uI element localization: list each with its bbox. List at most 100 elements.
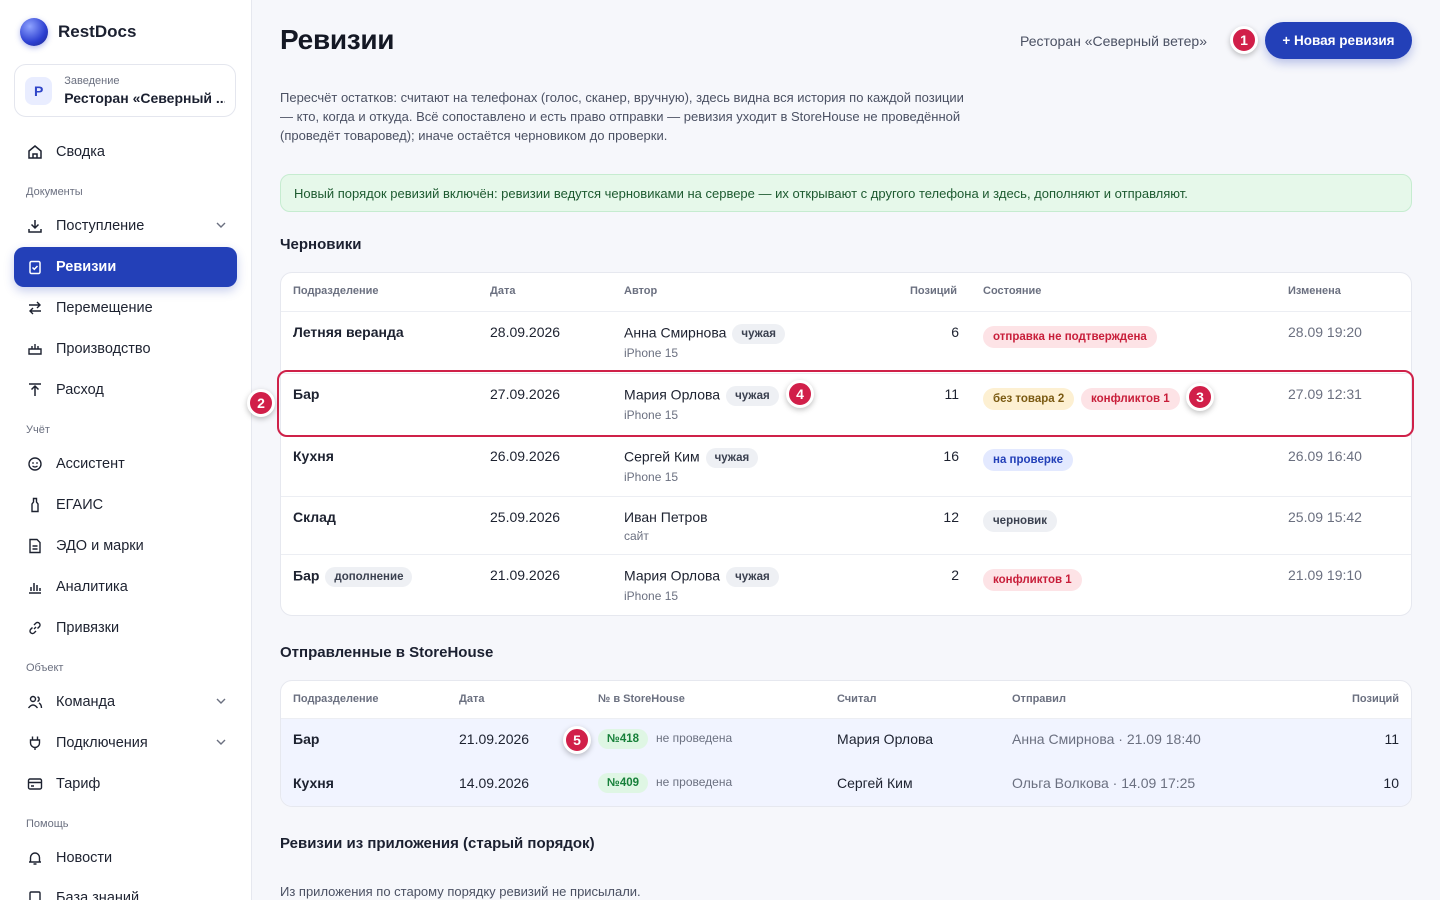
column-header: Позиций	[910, 285, 957, 297]
row-counter: Мария Орлова	[837, 731, 934, 747]
sidebar-item-egais[interactable]: ЕГАИС	[14, 485, 237, 525]
page-description: Пересчёт остатков: считают на телефонах …	[280, 90, 964, 143]
venue-avatar: Р	[25, 76, 53, 105]
row-date: 26.09.2026	[490, 448, 561, 464]
row-author: Сергей Ким	[624, 448, 700, 465]
sidebar-item-label: ЭДО и марки	[56, 538, 144, 554]
table-row[interactable]: Кухня 14.09.2026 №409 не проведена Сергей…	[281, 763, 1411, 806]
sidebar-item-receipts[interactable]: Поступление	[14, 206, 237, 246]
sidebar-item-production[interactable]: Производство	[14, 329, 237, 369]
status-badge: конфликтов 1	[1081, 388, 1180, 410]
sidebar-item-news[interactable]: Новости	[14, 838, 237, 878]
new-revision-button[interactable]: + Новая ревизия	[1265, 22, 1412, 59]
bar-chart-icon	[27, 579, 43, 595]
row-device: iPhone 15	[624, 589, 679, 603]
status-badge: без товара 2	[983, 388, 1075, 410]
row-date: 27.09.2026	[490, 386, 561, 402]
status-badge: конфликтов 1	[983, 569, 1082, 591]
chevron-down-icon	[215, 695, 227, 710]
bell-icon	[27, 850, 43, 866]
sidebar-item-label: Подключения	[56, 735, 148, 751]
row-sender: Ольга Волкова · 14.09 17:25	[1012, 775, 1196, 791]
row-dept: Кухня	[293, 448, 334, 464]
row-counter: Сергей Ким	[837, 775, 913, 791]
sidebar-item-summary[interactable]: Сводка	[14, 132, 237, 172]
sidebar-item-label: Ревизии	[56, 259, 117, 275]
row-count: 16	[943, 448, 959, 464]
row-count: 11	[944, 386, 959, 402]
info-banner: Новый порядок ревизий включён: ревизии в…	[280, 174, 1412, 212]
foreign-tag: чужая	[732, 324, 786, 344]
row-dept: Кухня	[293, 775, 334, 791]
upload-icon	[27, 382, 43, 398]
download-icon	[27, 218, 43, 234]
restaurant-name: Ресторан «Северный ветер»	[1020, 33, 1207, 49]
table-row[interactable]: Бар 21.09.2026 №418 не проведена Мария Ор…	[281, 718, 1411, 763]
foreign-tag: чужая	[705, 448, 759, 468]
sidebar-item-label: Команда	[56, 694, 116, 710]
column-header: Отправил	[1012, 693, 1066, 705]
venue-label: Заведение	[64, 75, 120, 87]
sent-table: Подразделение Дата № в StoreHouse Считал…	[280, 680, 1412, 807]
column-header: Дата	[459, 693, 485, 705]
row-author: Мария Орлова	[624, 567, 721, 584]
storehouse-number[interactable]: №409	[598, 773, 649, 793]
row-device: iPhone 15	[624, 346, 679, 360]
status-badge: на проверке	[983, 449, 1074, 471]
sidebar-item-expense[interactable]: Расход	[14, 370, 237, 410]
storehouse-state: не проведена	[656, 775, 733, 789]
column-header: Изменена	[1288, 285, 1341, 297]
sidebar-item-connections[interactable]: Подключения	[14, 723, 237, 763]
sidebar-item-edo[interactable]: ЭДО и марки	[14, 526, 237, 566]
table-row[interactable]: Бар дополнение 21.09.2026 Мария Орлова чуж…	[281, 554, 1411, 615]
addition-tag: дополнение	[325, 567, 413, 587]
row-changed: 26.09 16:40	[1288, 448, 1362, 464]
brand-logo	[20, 18, 48, 46]
sidebar-item-label: Сводка	[56, 144, 105, 160]
column-header: Дата	[490, 285, 516, 297]
table-row[interactable]: Летняя веранда 28.09.2026 Анна Смирнова ч…	[281, 311, 1411, 373]
table-row[interactable]: Бар 27.09.2026 Мария Орлова чужая iPhone …	[281, 373, 1411, 435]
cooking-pot-icon	[27, 341, 43, 357]
row-dept: Летняя веранда	[293, 324, 404, 340]
row-count: 10	[1383, 775, 1399, 791]
sidebar-item-assistant[interactable]: Ассистент	[14, 444, 237, 484]
book-icon	[27, 890, 43, 900]
column-header: Позиций	[1352, 693, 1399, 705]
sidebar-item-analytics[interactable]: Аналитика	[14, 567, 237, 607]
plug-icon	[27, 735, 43, 751]
smile-icon	[27, 456, 43, 472]
venue-selector[interactable]: Р Заведение Ресторан «Северный ...	[14, 64, 236, 117]
marker-5: 5	[563, 726, 591, 754]
storehouse-number[interactable]: №418	[598, 729, 649, 749]
home-icon	[27, 144, 43, 160]
row-author: Иван Петров	[624, 509, 708, 525]
brand-name: RestDocs	[58, 22, 137, 41]
main-content: Ревизии Ресторан «Северный ветер» 1 + Но…	[247, 0, 1440, 900]
row-dept: Склад	[293, 509, 336, 525]
sidebar-item-tariff[interactable]: Тариф	[14, 764, 237, 804]
sidebar-item-knowledge-base[interactable]: База знаний	[14, 878, 237, 900]
sidebar-item-label: База знаний	[56, 890, 140, 900]
foreign-tag: чужая	[726, 567, 779, 587]
sidebar-item-revisions[interactable]: Ревизии	[14, 247, 237, 287]
row-sender: Анна Смирнова · 21.09 18:40	[1012, 731, 1201, 747]
sidebar-item-transfer[interactable]: Перемещение	[14, 288, 237, 328]
sidebar-item-bindings[interactable]: Привязки	[14, 608, 237, 648]
sidebar-item-team[interactable]: Команда	[14, 682, 237, 722]
swap-icon	[27, 300, 43, 316]
column-header: Автор	[624, 285, 658, 297]
drafts-section-title: Черновики	[280, 236, 362, 253]
table-row[interactable]: Кухня 26.09.2026 Сергей Ким чужая iPhone …	[281, 435, 1411, 496]
brand[interactable]: RestDocs	[20, 18, 136, 46]
row-changed: 21.09 19:10	[1288, 567, 1362, 583]
row-count: 2	[951, 567, 959, 583]
drafts-table: Подразделение Дата Автор Позиций Состоян…	[280, 272, 1412, 616]
sidebar-item-label: Производство	[56, 341, 151, 357]
row-changed: 27.09 12:31	[1288, 386, 1362, 402]
table-row[interactable]: Склад 25.09.2026 Иван Петров сайт 12 чер…	[281, 496, 1411, 554]
storehouse-state: не проведена	[656, 731, 733, 745]
row-date: 25.09.2026	[490, 509, 561, 525]
column-header: № в StoreHouse	[598, 693, 685, 705]
column-header: Подразделение	[293, 285, 379, 297]
